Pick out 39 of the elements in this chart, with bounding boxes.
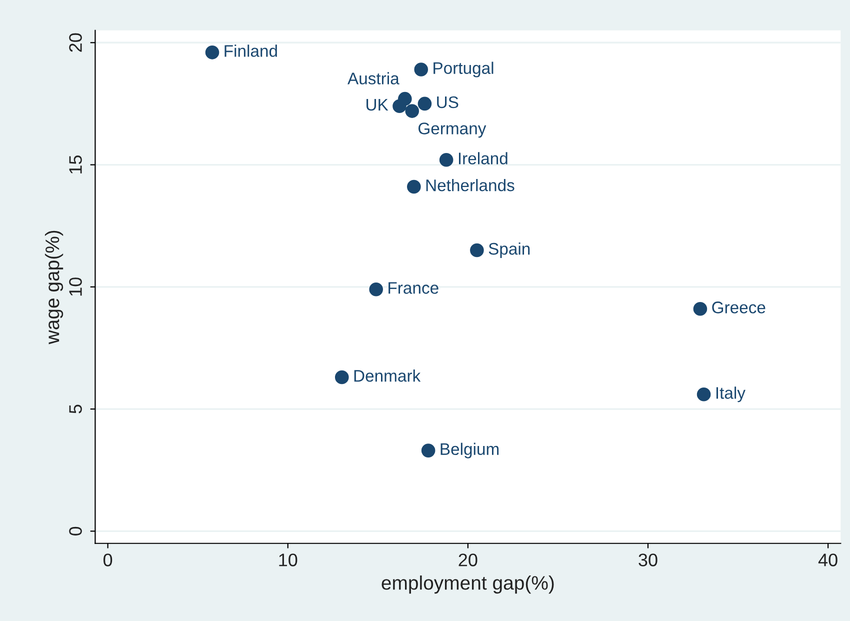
series-label: Germany — [418, 122, 486, 138]
y-tick-label: 15 — [69, 155, 82, 174]
point — [407, 180, 421, 194]
point — [414, 62, 428, 76]
x-tick-label: 0 — [103, 554, 112, 566]
point — [421, 444, 436, 458]
point — [470, 243, 484, 258]
x-tick-label: 40 — [818, 554, 838, 566]
y-tick-label: 0 — [69, 526, 82, 536]
y-axis-title: wage gap(%) — [44, 230, 64, 344]
point — [205, 46, 220, 60]
series-label: Spain — [488, 242, 530, 258]
point — [696, 387, 711, 402]
y-tick-label: 10 — [69, 278, 82, 296]
point — [418, 96, 432, 111]
x-tick-label: 30 — [638, 554, 658, 566]
y-tick-label: 5 — [69, 404, 82, 414]
series-label: Ireland — [458, 152, 508, 164]
y-tick-label: 20 — [69, 33, 82, 52]
point — [369, 282, 383, 296]
series-label: Belgium — [440, 442, 499, 458]
series-label: Denmark — [354, 370, 421, 382]
series-label: Italy — [716, 386, 746, 402]
series-label: France — [388, 282, 438, 294]
series-label: Finland — [224, 44, 277, 57]
series-label: Greece — [712, 302, 766, 314]
point — [439, 152, 454, 167]
series-label: Austria — [348, 72, 400, 84]
series-label: UK — [366, 98, 388, 111]
x-tick-label: 20 — [458, 554, 478, 566]
point — [392, 99, 406, 114]
series-label: Netherlands — [426, 178, 514, 192]
series-label: Portugal — [434, 62, 494, 78]
x-tick-label: 10 — [279, 554, 298, 566]
x-axis-title: employment gap(%) — [382, 575, 554, 594]
series-label: US — [437, 96, 458, 108]
point — [693, 302, 708, 316]
point — [405, 104, 420, 118]
point — [334, 370, 349, 384]
